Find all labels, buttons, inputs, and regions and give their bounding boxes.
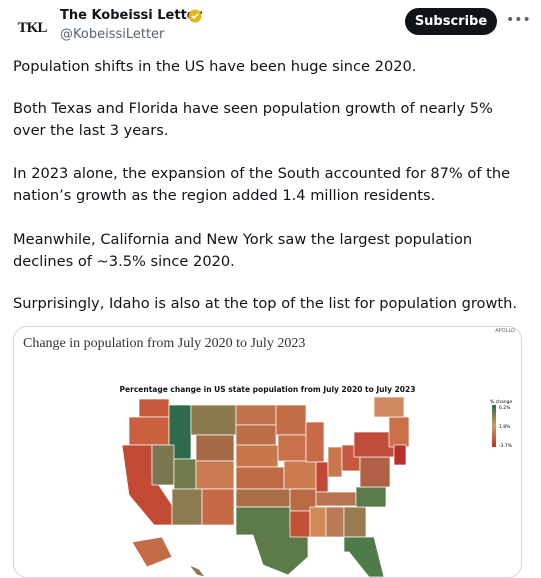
paragraph: Both Texas and Florida have seen populat… — [13, 100, 493, 139]
subscribe-button[interactable]: Subscribe — [405, 8, 497, 35]
legend-label: 6.2% — [499, 405, 511, 411]
legend-title: % change — [490, 399, 512, 405]
image-title: Change in population from July 2020 to J… — [23, 336, 306, 351]
paragraph: Surprisingly, Idaho is also at the top o… — [13, 295, 517, 312]
image-card[interactable]: Change in population from July 2020 to J… — [13, 326, 522, 578]
paragraph: Meanwhile, California and New York saw t… — [13, 231, 473, 270]
map-title: Percentage change in US state population… — [119, 385, 416, 394]
image-source: APOLLO — [495, 328, 515, 334]
legend-label: -3.7% — [499, 443, 513, 449]
paragraph: Population shifts in the US have been hu… — [13, 58, 417, 75]
more-menu[interactable]: ••• — [506, 12, 531, 28]
verified-badge — [188, 9, 202, 23]
author-name[interactable]: The Kobeissi Letter — [60, 8, 203, 23]
legend-label: 1.8% — [499, 424, 511, 430]
map: % change 6.2% 1.8% -3.7% — [121, 396, 513, 577]
author-handle[interactable]: @KobeissiLetter — [60, 27, 165, 42]
avatar[interactable]: TKL — [17, 19, 48, 36]
paragraph: In 2023 alone, the expansion of the Sout… — [13, 165, 511, 204]
legend-scale — [492, 405, 496, 447]
